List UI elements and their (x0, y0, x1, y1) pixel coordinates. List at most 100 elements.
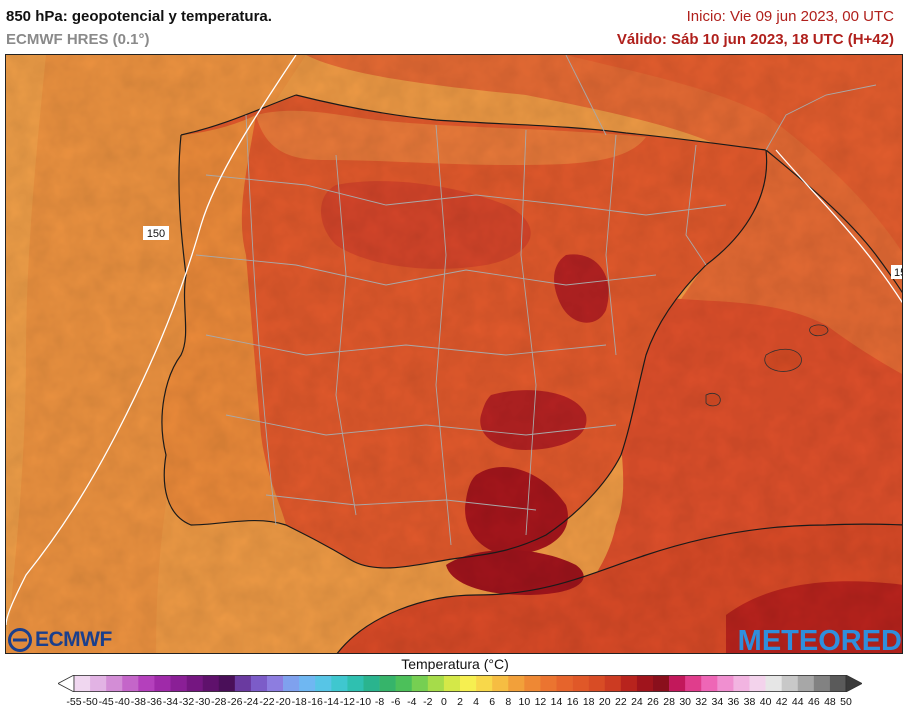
colorbar-tick-label: 10 (518, 696, 531, 708)
colorbar-tick-label: 42 (775, 696, 788, 708)
init-time: Inicio: Vie 09 jun 2023, 00 UTC (686, 8, 894, 25)
contour-label-bg-east (891, 265, 902, 279)
ecmwf-logo: ECMWF (8, 628, 112, 652)
terrain-relief (6, 55, 902, 653)
colorbar-tick-label: 28 (663, 696, 675, 708)
colorbar-tick-label: 50 (840, 696, 852, 708)
colorbar-cell (781, 675, 799, 692)
colorbar-tick-label: -30 (195, 696, 211, 708)
colorbar-tick-label: 14 (550, 696, 563, 708)
colorbar-cell (234, 675, 252, 692)
colorbar-cell (395, 675, 413, 692)
geopotential-contour-west (6, 55, 297, 626)
colorbar-ticks: -55 -50 -45 -40 -38 -36 -34 -32 -30 -28 -26 -24 -22-… (0, 696, 910, 710)
colorbar-cell (427, 675, 445, 692)
north-coastline (180, 94, 767, 151)
colorbar-tick-label: 24 (631, 696, 643, 708)
colorbar-cell (379, 675, 396, 692)
colorbar-cell (636, 675, 654, 692)
colorbar-cell (90, 675, 107, 692)
colorbar-tick-label: -50 (82, 696, 98, 708)
admin-borders (195, 55, 877, 546)
colorbar-tick-label: 34 (711, 696, 724, 708)
colorbar-tick-label: -2 (423, 696, 433, 708)
colorbar-cell (299, 675, 316, 692)
colorbar-cell (460, 675, 477, 692)
france-coastline (765, 149, 902, 294)
colorbar-tick-label: -45 (98, 696, 114, 708)
colorbar-tick-label: -26 (227, 696, 243, 708)
ecmwf-globe-icon (8, 628, 32, 652)
colorbar-tick-label: -14 (323, 696, 339, 708)
colorbar-cell (717, 675, 734, 692)
contour-label-bg-west (143, 226, 169, 240)
meteored-logo: METEORED (737, 625, 902, 657)
colorbar-tick-label: -40 (114, 696, 130, 708)
africa-coastline (336, 523, 902, 653)
colorbar-cell (813, 675, 831, 692)
colorbar-border (73, 675, 847, 692)
colorbar-tick-label: -4 (407, 696, 417, 708)
colorbar-tick-label: 44 (791, 696, 804, 708)
colorbar-tick-label: 26 (647, 696, 659, 708)
colorbar-cell (331, 675, 348, 692)
colorbar-cell (749, 675, 766, 692)
colorbar-tick-label: -36 (146, 696, 162, 708)
contour-label-east: 15 (894, 267, 903, 279)
colorbar-tick-label: 40 (759, 696, 772, 708)
colorbar-cell (829, 675, 847, 692)
colorbar-tick-label: -20 (275, 696, 291, 708)
colorbar-cell (476, 675, 493, 692)
colorbar-tick-label: 30 (679, 696, 691, 708)
colorbar-cell (524, 675, 541, 692)
colorbar-cell (620, 675, 638, 692)
ecmwf-logo-text: ECMWF (35, 628, 112, 651)
colorbar-cell (74, 675, 91, 692)
geopotential-contour-east (775, 149, 902, 304)
colorbar-min-arrow (58, 675, 75, 692)
map-title: 850 hPa: geopotencial y temperatura. (6, 8, 272, 25)
colorbar-cell (267, 675, 284, 692)
colorbar-cell (540, 675, 557, 692)
model-label: ECMWF HRES (0.1°) (6, 31, 150, 48)
colorbar-cell (122, 675, 139, 692)
colorbar-tick-label: 20 (598, 696, 611, 708)
colorbar-cell (588, 675, 606, 692)
colorbar-tick-label: 46 (807, 696, 820, 708)
colorbar-cell (347, 675, 364, 692)
colorbar-cell (154, 675, 171, 692)
colorbar-cell (492, 675, 509, 692)
colorbar-max-arrow (845, 675, 862, 692)
colorbar-cell (186, 675, 203, 692)
colorbar-tick-label: 38 (743, 696, 756, 708)
colorbar-cell (653, 675, 670, 692)
colorbar-cell (170, 675, 187, 692)
colorbar-tick-label: -16 (307, 696, 323, 708)
colorbar-cell (106, 675, 123, 692)
forecast-map: 150 15 (5, 54, 903, 654)
colorbar-cell (315, 675, 332, 692)
valid-time: Válido: Sáb 10 jun 2023, 18 UTC (H+42) (616, 31, 894, 48)
colorbar-tick-label: -38 (130, 696, 146, 708)
colorbar-cell (508, 675, 525, 692)
colorbar-cell (250, 675, 268, 692)
colorbar-tick-label: -6 (390, 696, 401, 708)
colorbar-cell (556, 675, 573, 692)
colorbar-tick-label: 48 (824, 696, 836, 708)
colorbar-tick-label: -18 (291, 696, 307, 708)
colorbar-cell (572, 675, 589, 692)
colorbar-tick-label: -8 (374, 696, 385, 708)
colorbar-cell (411, 675, 429, 692)
colorbar-cell (443, 675, 461, 692)
colorbar-tick-label: -32 (178, 696, 195, 708)
colorbar-tick-label: -10 (355, 696, 372, 708)
colorbar-tick-label: -12 (339, 696, 355, 708)
colorbar-cell (138, 675, 155, 692)
colorbar-tick-label: 4 (473, 696, 479, 708)
colorbar-tick-label: 36 (727, 696, 740, 708)
colorbar-cell (218, 675, 236, 692)
colorbar-tick-label: 22 (614, 696, 627, 708)
colorbar-cell (797, 675, 815, 692)
colorbar-cell (363, 675, 380, 692)
colorbar-tick-label: -22 (259, 696, 275, 708)
